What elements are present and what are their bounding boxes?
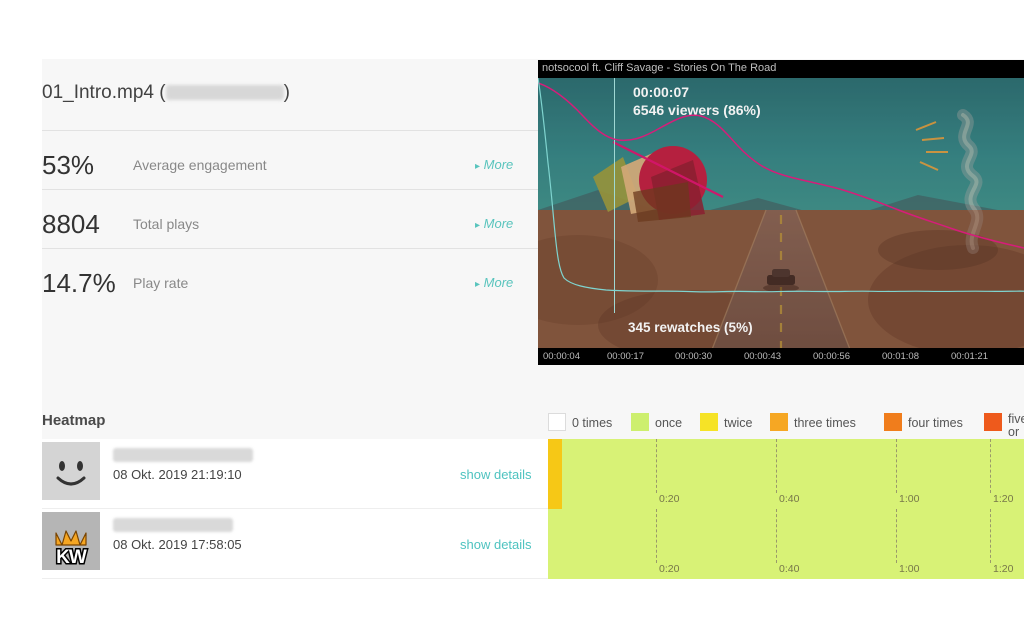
- svg-text:KW: KW: [56, 547, 87, 568]
